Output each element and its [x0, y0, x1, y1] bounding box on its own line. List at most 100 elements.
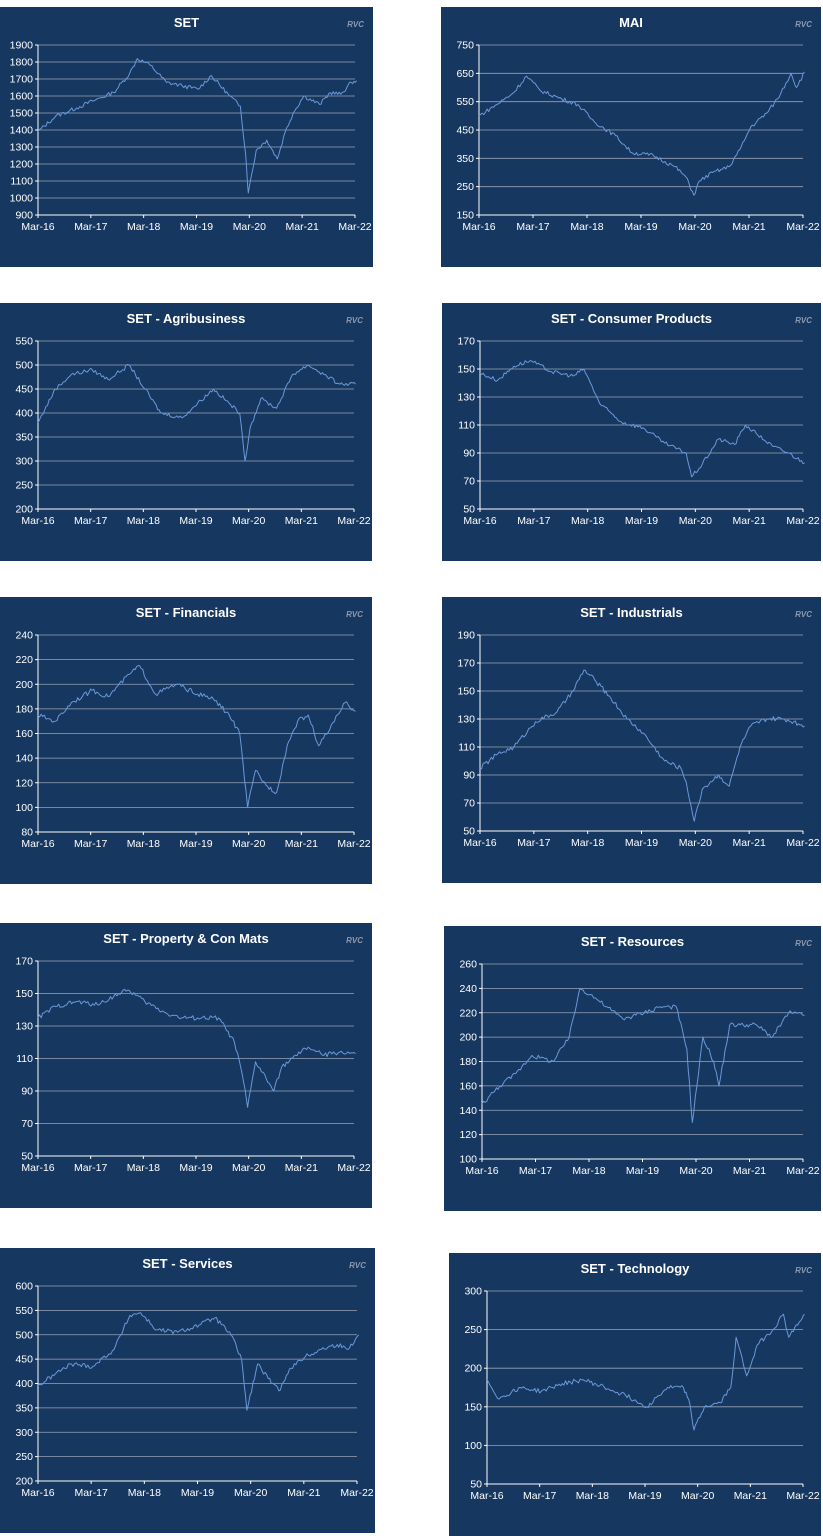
x-tick-label: Mar-16	[21, 515, 54, 527]
watermark: RVC	[795, 20, 812, 29]
y-tick-label: 140	[459, 1105, 477, 1117]
chart-consumer-products: SET - Consumer Products RVC 50 70 90 110 130 15…	[442, 303, 821, 561]
y-tick-label: 100	[464, 1440, 482, 1452]
y-tick-label: 150	[457, 364, 475, 376]
series-line-set-technology	[486, 1313, 805, 1431]
x-tick-label: Mar-19	[179, 838, 212, 850]
chart-industrials: SET - Industrials RVC 50 70 90 110 130 150 170 19…	[442, 597, 821, 883]
y-tick-label: 160	[459, 1080, 477, 1092]
y-tick-label: 200	[15, 1476, 33, 1488]
x-tick-label: Mar-18	[576, 1490, 609, 1502]
y-tick-label: 1700	[10, 74, 34, 86]
y-tick-label: 170	[457, 336, 475, 348]
y-tick-label: 250	[456, 181, 474, 193]
y-tick-label: 220	[459, 1007, 477, 1019]
y-tick-label: 160	[15, 728, 33, 740]
x-tick-label: Mar-17	[74, 838, 107, 850]
y-tick-label: 110	[16, 1053, 33, 1065]
x-tick-label: Mar-22	[786, 837, 819, 849]
y-tick-label: 50	[470, 1479, 482, 1491]
watermark: RVC	[795, 316, 812, 325]
y-tick-label: 90	[463, 448, 475, 460]
y-tick-label: 400	[15, 1378, 33, 1390]
y-tick-label: 150	[457, 686, 475, 698]
x-tick-label: Mar-21	[733, 1165, 766, 1177]
chart-resources: SET - Resources RVC 100 120 140 160 180 200 220 2…	[444, 926, 821, 1211]
y-tick-label: 130	[457, 392, 475, 404]
y-tick-label: 500	[15, 1329, 33, 1341]
y-tick-label: 750	[456, 40, 474, 52]
chart-title: SET - Consumer Products	[550, 311, 713, 326]
y-tick-label: 1200	[10, 159, 34, 171]
x-tick-label: Mar-16	[21, 1487, 54, 1499]
series-line-set-financials	[37, 665, 356, 808]
x-tick-label: Mar-17	[519, 1165, 552, 1177]
y-tick-label: 350	[15, 1402, 33, 1414]
x-tick-label: Mar-20	[232, 515, 265, 527]
chart-title: SET - Industrials	[580, 605, 683, 620]
x-tick-label: Mar-18	[570, 221, 603, 233]
chart-set: SET RVC 900 1000 1100 1200 1300 1400 1500 1600 170…	[0, 7, 373, 267]
y-tick-label: 1900	[10, 40, 34, 52]
x-tick-label: Mar-19	[179, 1162, 212, 1174]
x-tick-label: Mar-17	[517, 837, 550, 849]
y-tick-label: 1600	[10, 91, 34, 103]
x-tick-label: Mar-22	[786, 221, 819, 233]
y-tick-label: 170	[15, 956, 33, 968]
x-tick-label: Mar-16	[465, 1165, 498, 1177]
y-tick-label: 70	[463, 798, 475, 810]
x-tick-label: Mar-19	[626, 1165, 659, 1177]
x-tick-label: Mar-18	[128, 1487, 161, 1499]
x-tick-label: Mar-22	[786, 1490, 819, 1502]
y-tick-label: 650	[456, 68, 474, 80]
y-tick-label: 550	[15, 1305, 33, 1317]
series-line-set-services	[37, 1312, 359, 1411]
x-tick-label: Mar-18	[571, 837, 604, 849]
y-tick-label: 80	[21, 827, 33, 839]
watermark: RVC	[347, 20, 364, 29]
x-tick-label: Mar-21	[285, 515, 318, 527]
y-tick-label: 500	[15, 360, 33, 372]
chart-title: SET - Financials	[135, 605, 237, 620]
x-tick-label: Mar-18	[571, 515, 604, 527]
x-tick-label: Mar-20	[679, 837, 712, 849]
y-tick-label: 1000	[10, 193, 34, 205]
series-line-set-resources	[481, 987, 805, 1123]
chart-technology: SET - Technology RVC 50 100 150 200 250 300 Mar-…	[449, 1253, 821, 1536]
y-tick-label: 150	[15, 988, 33, 1000]
chart-svg: 200 250 300 350 400 450 500 550 Mar-16 Mar-17 Mar-…	[15, 336, 370, 528]
x-tick-label: Mar-17	[75, 1487, 108, 1499]
x-tick-label: Mar-18	[127, 515, 160, 527]
y-tick-label: 110	[458, 420, 475, 432]
x-tick-label: Mar-16	[463, 837, 496, 849]
series-line-set-industrials	[479, 669, 805, 822]
y-tick-label: 1100	[10, 176, 33, 188]
y-tick-label: 240	[459, 983, 477, 995]
y-tick-label: 250	[15, 480, 33, 492]
chart-title: SET - Resources	[580, 934, 685, 949]
y-tick-label: 130	[457, 714, 475, 726]
x-tick-label: Mar-18	[127, 838, 160, 850]
x-tick-label: Mar-20	[232, 838, 265, 850]
chart-title: MAI	[619, 15, 643, 30]
y-tick-label: 600	[15, 1281, 33, 1293]
x-tick-label: Mar-19	[625, 515, 658, 527]
y-tick-label: 400	[15, 408, 33, 420]
x-tick-label: Mar-17	[516, 221, 549, 233]
y-tick-label: 350	[456, 153, 474, 165]
y-tick-label: 1800	[10, 57, 34, 69]
x-tick-label: Mar-19	[180, 221, 213, 233]
y-tick-label: 140	[15, 753, 33, 765]
y-tick-label: 1300	[10, 142, 34, 154]
x-tick-label: Mar-22	[786, 1165, 819, 1177]
x-tick-label: Mar-19	[625, 837, 658, 849]
y-tick-label: 50	[21, 1151, 33, 1163]
y-tick-label: 200	[15, 679, 33, 691]
y-tick-label: 1500	[10, 108, 34, 120]
y-tick-label: 100	[459, 1154, 477, 1166]
y-tick-label: 180	[15, 703, 33, 715]
y-tick-label: 110	[458, 742, 475, 754]
chart-title: SET - Agribusiness	[126, 311, 246, 326]
x-tick-label: Mar-17	[74, 1162, 107, 1174]
y-tick-label: 250	[464, 1324, 482, 1336]
